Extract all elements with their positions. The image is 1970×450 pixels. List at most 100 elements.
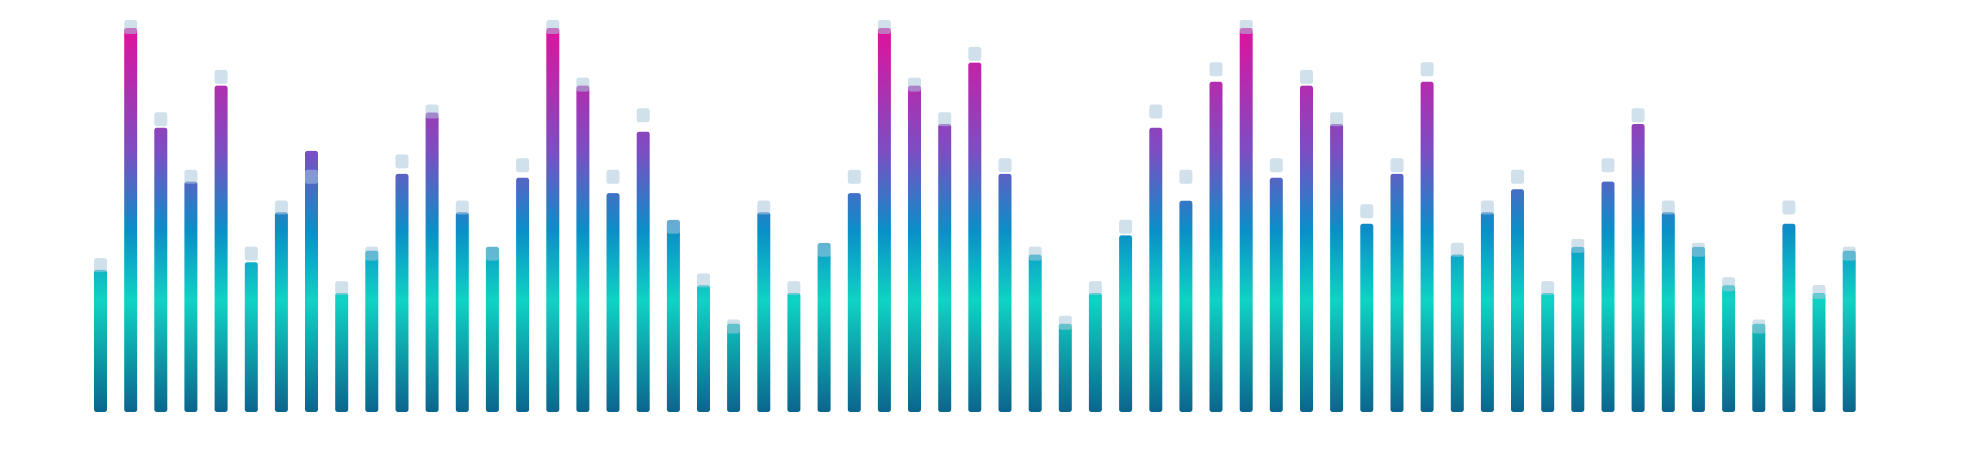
- equalizer-bar: [1661, 212, 1675, 412]
- peak-indicator: [485, 246, 499, 261]
- peak-indicator: [1782, 200, 1796, 215]
- equalizer-bar: [184, 181, 198, 412]
- peak-indicator: [124, 20, 138, 34]
- equalizer-bar: [1390, 173, 1404, 412]
- peak-indicator: [305, 169, 318, 184]
- peak-indicator: [1752, 319, 1766, 334]
- equalizer-bar: [455, 212, 469, 412]
- equalizer-bar: [908, 85, 921, 412]
- equalizer-bar: [817, 243, 831, 412]
- equalizer-bar: [395, 173, 409, 412]
- peak-indicator: [817, 242, 831, 257]
- peak-indicator: [244, 246, 258, 261]
- peak-indicator: [1149, 104, 1163, 119]
- equalizer-bar: [1239, 28, 1253, 412]
- equalizer-bar: [757, 212, 771, 412]
- equalizer-bar: [305, 150, 318, 412]
- equalizer-bar: [154, 127, 168, 413]
- equalizer-bar: [1601, 181, 1615, 412]
- peak-indicator: [1209, 62, 1223, 77]
- peak-indicator: [365, 246, 379, 261]
- equalizer-bar: [485, 246, 499, 412]
- peak-indicator: [425, 104, 439, 119]
- equalizer-bar: [1330, 124, 1344, 412]
- peak-indicator: [908, 77, 921, 92]
- equalizer-bar: [877, 28, 891, 412]
- equalizer-bar: [1088, 293, 1102, 412]
- equalizer-bar: [968, 62, 982, 412]
- equalizer-bar: [546, 28, 560, 412]
- equalizer-bar: [1752, 323, 1766, 412]
- peak-indicator: [998, 158, 1012, 173]
- equalizer-bar: [425, 112, 439, 412]
- peak-indicator: [94, 258, 107, 273]
- peak-indicator: [1330, 112, 1344, 127]
- equalizer-bar: [1300, 85, 1313, 412]
- equalizer-bar: [1691, 246, 1705, 412]
- equalizer-bar: [998, 173, 1012, 412]
- equalizer-bar: [727, 323, 741, 412]
- equalizer-bar: [1450, 254, 1464, 412]
- peak-indicator: [757, 200, 771, 215]
- equalizer-bar: [1812, 293, 1826, 412]
- equalizer-bar: [1179, 200, 1193, 412]
- equalizer-bar: [787, 293, 801, 412]
- peak-indicator: [1088, 281, 1102, 296]
- equalizer-bar: [1541, 293, 1555, 412]
- peak-indicator: [1300, 69, 1313, 84]
- peak-indicator: [636, 108, 650, 123]
- equalizer-bar: [1722, 285, 1736, 412]
- equalizer-bar: [1058, 323, 1072, 412]
- equalizer-bar: [244, 262, 258, 412]
- equalizer-bar: [1420, 81, 1434, 413]
- equalizer-bar: [1571, 246, 1585, 412]
- peak-indicator: [154, 112, 168, 127]
- peak-indicator: [395, 154, 409, 169]
- equalizer-bar: [335, 293, 349, 412]
- peak-indicator: [1119, 219, 1133, 234]
- equalizer-bar: [1028, 254, 1042, 412]
- peak-indicator: [1058, 315, 1072, 330]
- peak-indicator: [546, 20, 560, 34]
- peak-indicator: [1631, 108, 1645, 123]
- peak-indicator: [666, 219, 680, 234]
- peak-indicator: [516, 158, 530, 173]
- peak-indicator: [1269, 158, 1283, 173]
- equalizer-bar: [274, 212, 288, 412]
- equalizer-bar: [214, 85, 228, 412]
- equalizer-bar: [1360, 223, 1374, 412]
- equalizer-bar: [124, 28, 138, 412]
- equalizer-bar: [1480, 212, 1494, 412]
- peak-indicator: [1179, 169, 1193, 184]
- equalizer-bar: [666, 220, 680, 412]
- peak-indicator: [1028, 246, 1042, 261]
- equalizer-bar: [576, 85, 590, 412]
- equalizer-bar: [1119, 235, 1133, 412]
- peak-indicator: [1511, 169, 1524, 184]
- peak-indicator: [1722, 277, 1736, 292]
- peak-indicator: [727, 319, 741, 334]
- peak-indicator: [1661, 200, 1675, 215]
- equalizer-bar: [1842, 250, 1856, 412]
- peak-indicator: [1390, 158, 1404, 173]
- peak-indicator: [214, 69, 228, 84]
- equalizer-bar: [1511, 189, 1524, 412]
- peak-indicator: [1450, 242, 1464, 257]
- peak-indicator: [576, 77, 590, 92]
- peak-indicator: [455, 200, 469, 215]
- equalizer-bar: [516, 177, 530, 412]
- peak-indicator: [335, 281, 349, 296]
- peak-indicator: [1691, 242, 1705, 257]
- peak-indicator: [787, 281, 801, 296]
- peak-indicator: [606, 169, 620, 184]
- peak-indicator: [877, 20, 891, 34]
- equalizer-bar: [1631, 124, 1645, 412]
- peak-indicator: [1541, 281, 1555, 296]
- equalizer-bar: [606, 193, 620, 412]
- peak-indicator: [1601, 158, 1615, 173]
- peak-indicator: [1842, 246, 1856, 261]
- peak-indicator: [968, 46, 982, 61]
- peak-indicator: [1480, 200, 1494, 215]
